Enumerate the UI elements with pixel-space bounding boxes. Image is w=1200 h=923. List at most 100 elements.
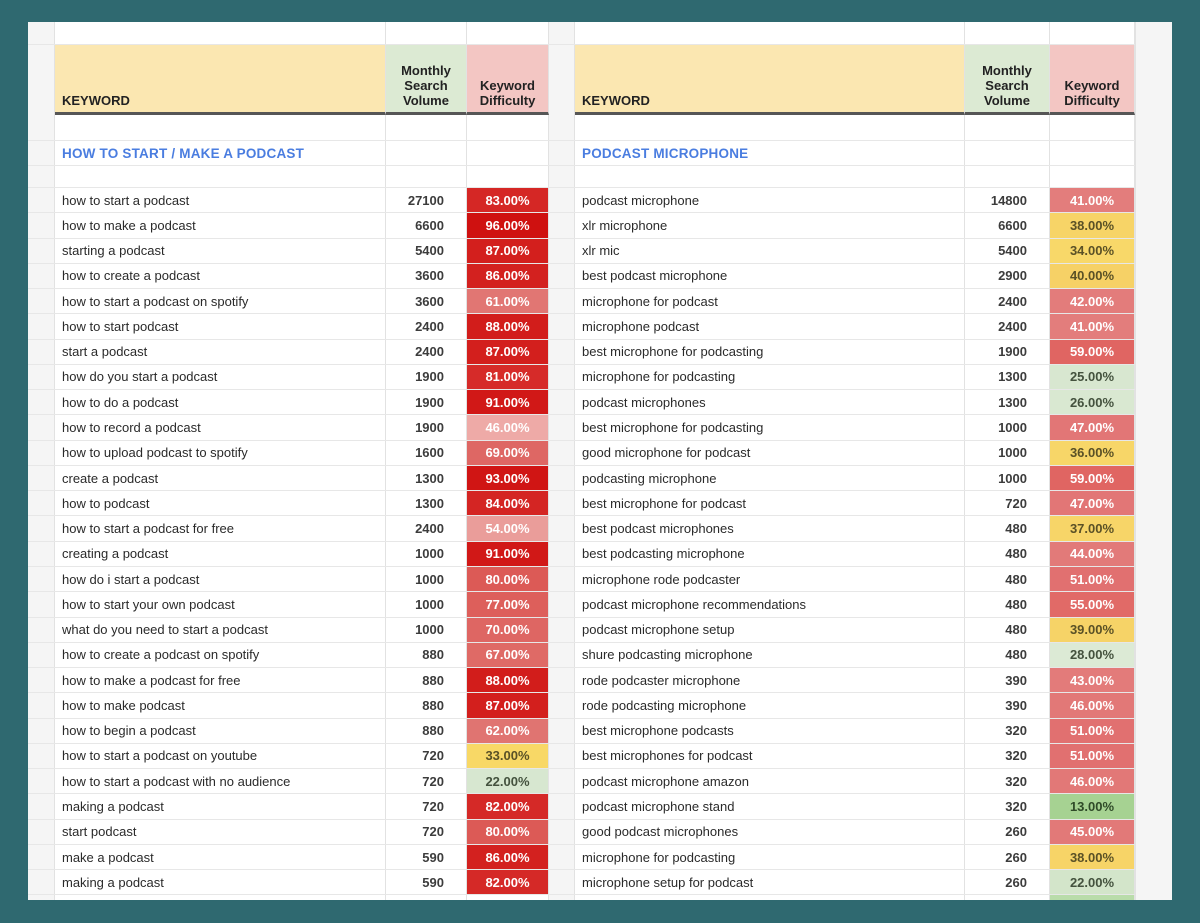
keyword-cell[interactable]: microphone podcast xyxy=(575,314,965,339)
difficulty-cell[interactable]: 34.00% xyxy=(1050,238,1135,263)
difficulty-cell[interactable]: 28.00% xyxy=(1050,642,1135,668)
volume-cell[interactable]: 1300 xyxy=(386,491,467,516)
empty-cell[interactable] xyxy=(467,115,549,140)
volume-cell[interactable]: 3600 xyxy=(386,289,467,314)
empty-cell[interactable] xyxy=(467,166,549,187)
table-row[interactable]: rode podcasting microphone 390 46.00% xyxy=(549,693,1135,719)
volume-cell[interactable]: 480 xyxy=(965,642,1050,668)
table-row[interactable]: how to start a podcast on youtube 720 33… xyxy=(28,743,549,770)
keyword-cell[interactable]: making a podcast xyxy=(55,870,386,895)
volume-cell[interactable]: 880 xyxy=(386,642,467,668)
difficulty-cell[interactable]: 26.00% xyxy=(1050,390,1135,415)
keyword-column-header[interactable]: KEYWORD xyxy=(575,45,965,115)
keyword-cell[interactable]: microphone rode podcaster xyxy=(575,566,965,592)
volume-cell[interactable]: 6600 xyxy=(965,213,1050,238)
empty-cell[interactable] xyxy=(1050,166,1135,187)
keyword-cell[interactable]: best podcast microphones xyxy=(575,516,965,541)
volume-cell[interactable]: 590 xyxy=(386,870,467,895)
keyword-cell[interactable]: microphone for podcasting xyxy=(575,844,965,870)
volume-cell[interactable]: 5400 xyxy=(386,238,467,263)
difficulty-cell[interactable]: 22.00% xyxy=(467,769,549,794)
volume-cell[interactable]: 880 xyxy=(386,693,467,718)
table-row[interactable]: microphone for podcasting 260 38.00% xyxy=(549,844,1135,871)
empty-cell[interactable] xyxy=(1050,141,1135,165)
volume-cell[interactable]: 260 xyxy=(965,870,1050,895)
keyword-cell[interactable]: good podcast microphones xyxy=(575,819,965,844)
difficulty-cell[interactable]: 96.00% xyxy=(467,213,549,238)
difficulty-cell[interactable]: 51.00% xyxy=(1050,566,1135,592)
volume-cell[interactable]: 14800 xyxy=(965,188,1050,213)
volume-cell[interactable]: 260 xyxy=(965,844,1050,870)
volume-cell[interactable]: 480 xyxy=(965,592,1050,617)
difficulty-cell[interactable]: 82.00% xyxy=(467,870,549,895)
keyword-cell[interactable]: how to create a podcast xyxy=(55,263,386,289)
keyword-cell[interactable]: how to make podcast xyxy=(55,693,386,718)
section-title[interactable]: HOW TO START / MAKE A PODCAST xyxy=(55,141,386,165)
keyword-cell[interactable]: podcast microphone setup xyxy=(575,617,965,642)
difficulty-cell[interactable]: 88.00% xyxy=(467,314,549,339)
difficulty-cell[interactable]: 61.00% xyxy=(467,289,549,314)
table-row[interactable]: making a podcast 590 82.00% xyxy=(28,870,549,896)
table-row[interactable]: how to start a podcast for free 2400 54.… xyxy=(28,516,549,542)
keyword-cell[interactable]: how to do a podcast xyxy=(55,390,386,415)
keyword-column-header[interactable]: KEYWORD xyxy=(55,45,386,115)
keyword-cell[interactable]: microphone setup for podcast xyxy=(575,870,965,895)
table-row[interactable]: start a podcast 2400 87.00% xyxy=(28,339,549,365)
table-row[interactable]: podcast microphone 14800 41.00% xyxy=(549,188,1135,214)
keyword-cell[interactable]: make a podcast xyxy=(55,844,386,870)
difficulty-cell[interactable]: 37.00% xyxy=(1050,516,1135,541)
volume-cell[interactable]: 1900 xyxy=(386,364,467,390)
keyword-cell[interactable]: good microphone for podcast xyxy=(575,440,965,465)
table-row[interactable]: making a podcast 720 82.00% xyxy=(28,794,549,820)
table-row[interactable]: how to create a podcast on spotify 880 6… xyxy=(28,642,549,669)
difficulty-column-header[interactable]: Keyword Difficulty xyxy=(1050,45,1135,115)
volume-cell[interactable]: 1000 xyxy=(965,440,1050,465)
difficulty-cell[interactable]: 43.00% xyxy=(1050,668,1135,693)
table-row[interactable]: microphone for podcast 2400 42.00% xyxy=(549,289,1135,315)
keyword-cell[interactable]: shure podcasting microphone xyxy=(575,642,965,668)
difficulty-cell[interactable]: 38.00% xyxy=(1050,844,1135,870)
keyword-cell[interactable]: podcast microphone amazon xyxy=(575,769,965,794)
table-row[interactable]: creating a podcast 1000 91.00% xyxy=(28,541,549,567)
keyword-cell[interactable]: create a podcast xyxy=(55,465,386,491)
volume-cell[interactable]: 1600 xyxy=(386,440,467,465)
empty-cell[interactable] xyxy=(965,141,1050,165)
volume-cell[interactable]: 2400 xyxy=(386,516,467,541)
keyword-cell[interactable]: best podcast microphone xyxy=(575,263,965,289)
section-title[interactable]: PODCAST MICROPHONE xyxy=(575,141,965,165)
keyword-cell[interactable]: microphone for podcasting xyxy=(575,364,965,390)
difficulty-cell[interactable]: 80.00% xyxy=(467,819,549,844)
table-row[interactable]: podcast microphone amazon 320 46.00% xyxy=(549,769,1135,795)
keyword-cell[interactable]: rode podcasting microphone xyxy=(575,693,965,718)
table-row[interactable]: what do you need to start a podcast 1000… xyxy=(28,617,549,643)
empty-cell[interactable] xyxy=(575,115,965,140)
table-row[interactable]: how to make a podcast 6600 96.00% xyxy=(28,213,549,239)
table-row[interactable]: best podcasting microphone 480 44.00% xyxy=(549,541,1135,567)
difficulty-cell[interactable]: 91.00% xyxy=(467,390,549,415)
table-row[interactable]: best podcast microphones 480 37.00% xyxy=(549,516,1135,542)
table-row[interactable]: podcast microphones 1300 26.00% xyxy=(549,390,1135,416)
volume-column-header[interactable]: Monthly Search Volume xyxy=(965,45,1050,115)
keyword-cell[interactable]: rode podcaster microphone xyxy=(575,668,965,693)
difficulty-cell[interactable]: 36.00% xyxy=(1050,440,1135,465)
volume-cell[interactable]: 1000 xyxy=(386,566,467,592)
keyword-cell[interactable]: how to start podcast xyxy=(55,314,386,339)
table-row[interactable]: how to start a podcast with no audience … xyxy=(28,769,549,795)
difficulty-cell[interactable]: 46.00% xyxy=(1050,769,1135,794)
keyword-cell[interactable]: best microphone for podcasting xyxy=(575,339,965,364)
empty-cell[interactable] xyxy=(1050,22,1135,44)
keyword-cell[interactable]: how to make a podcast xyxy=(55,213,386,238)
keyword-cell[interactable]: microphone for podcast xyxy=(575,289,965,314)
volume-cell[interactable]: 590 xyxy=(386,844,467,870)
difficulty-cell[interactable]: 47.00% xyxy=(1050,491,1135,516)
empty-cell[interactable] xyxy=(386,115,467,140)
table-row[interactable]: xlr microphone 6600 38.00% xyxy=(549,213,1135,239)
table-row[interactable]: good microphone for podcast 1000 36.00% xyxy=(549,440,1135,466)
volume-column-header[interactable]: Monthly Search Volume xyxy=(386,45,467,115)
volume-cell[interactable]: 880 xyxy=(386,718,467,743)
difficulty-cell[interactable]: 22.00% xyxy=(1050,870,1135,895)
volume-cell[interactable]: 880 xyxy=(386,668,467,693)
volume-cell[interactable]: 1000 xyxy=(965,415,1050,440)
volume-cell[interactable]: 480 xyxy=(965,541,1050,566)
table-row[interactable]: how to upload podcast to spotify 1600 69… xyxy=(28,440,549,466)
